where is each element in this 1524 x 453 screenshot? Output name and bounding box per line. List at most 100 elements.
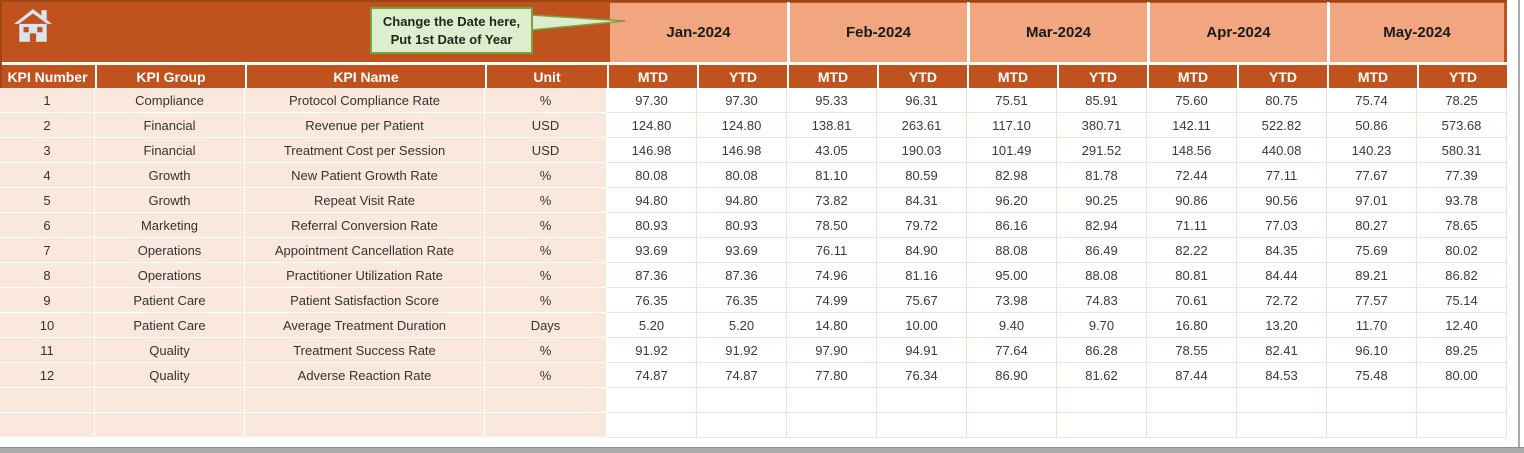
kpi-number-cell[interactable]: 1 (0, 88, 95, 113)
empty-cell[interactable] (1327, 413, 1417, 438)
month-header-mar[interactable]: Mar-2024 (967, 0, 1147, 62)
kpi-value-cell[interactable]: 80.02 (1417, 238, 1507, 263)
empty-cell[interactable] (787, 388, 877, 413)
kpi-value-cell[interactable]: 97.01 (1327, 188, 1417, 213)
kpi-number-cell[interactable]: 6 (0, 213, 95, 238)
kpi-value-cell[interactable]: 96.31 (877, 88, 967, 113)
kpi-value-cell[interactable]: 101.49 (967, 138, 1057, 163)
kpi-value-cell[interactable]: 96.10 (1327, 338, 1417, 363)
kpi-value-cell[interactable]: 10.00 (877, 313, 967, 338)
month-header-may[interactable]: May-2024 (1327, 0, 1507, 62)
kpi-value-cell[interactable]: 80.27 (1327, 213, 1417, 238)
kpi-value-cell[interactable]: 76.35 (607, 288, 697, 313)
kpi-value-cell[interactable]: 74.96 (787, 263, 877, 288)
kpi-value-cell[interactable]: 580.31 (1417, 138, 1507, 163)
kpi-value-cell[interactable]: 89.25 (1417, 338, 1507, 363)
kpi-value-cell[interactable]: 80.81 (1147, 263, 1237, 288)
kpi-group-cell[interactable]: Compliance (95, 88, 245, 113)
kpi-value-cell[interactable]: 50.86 (1327, 113, 1417, 138)
kpi-value-cell[interactable]: 146.98 (697, 138, 787, 163)
kpi-value-cell[interactable]: 16.80 (1147, 313, 1237, 338)
month-header-jan[interactable]: Jan-2024 (607, 0, 787, 62)
empty-cell[interactable] (0, 413, 95, 438)
kpi-value-cell[interactable]: 140.23 (1327, 138, 1417, 163)
kpi-value-cell[interactable]: 76.35 (697, 288, 787, 313)
kpi-value-cell[interactable]: 90.86 (1147, 188, 1237, 213)
empty-cell[interactable] (1417, 388, 1507, 413)
kpi-value-cell[interactable]: 82.98 (967, 163, 1057, 188)
kpi-value-cell[interactable]: 124.80 (607, 113, 697, 138)
kpi-value-cell[interactable]: 77.67 (1327, 163, 1417, 188)
kpi-value-cell[interactable]: 80.00 (1417, 363, 1507, 388)
kpi-number-cell[interactable]: 8 (0, 263, 95, 288)
home-button[interactable] (13, 8, 55, 48)
kpi-value-cell[interactable]: 81.62 (1057, 363, 1147, 388)
kpi-value-cell[interactable]: 74.87 (607, 363, 697, 388)
kpi-value-cell[interactable]: 84.53 (1237, 363, 1327, 388)
kpi-value-cell[interactable]: 86.28 (1057, 338, 1147, 363)
kpi-value-cell[interactable]: 80.08 (607, 163, 697, 188)
kpi-unit-cell[interactable]: % (485, 363, 607, 388)
kpi-name-cell[interactable]: Adverse Reaction Rate (245, 363, 485, 388)
kpi-unit-cell[interactable]: USD (485, 113, 607, 138)
kpi-name-cell[interactable]: Repeat Visit Rate (245, 188, 485, 213)
empty-cell[interactable] (1147, 388, 1237, 413)
kpi-unit-cell[interactable]: % (485, 213, 607, 238)
kpi-value-cell[interactable]: 84.35 (1237, 238, 1327, 263)
kpi-value-cell[interactable]: 90.25 (1057, 188, 1147, 213)
empty-cell[interactable] (1327, 388, 1417, 413)
kpi-value-cell[interactable]: 190.03 (877, 138, 967, 163)
empty-cell[interactable] (485, 388, 607, 413)
kpi-name-cell[interactable]: Average Treatment Duration (245, 313, 485, 338)
empty-cell[interactable] (967, 413, 1057, 438)
kpi-group-cell[interactable]: Marketing (95, 213, 245, 238)
kpi-value-cell[interactable]: 82.94 (1057, 213, 1147, 238)
kpi-value-cell[interactable]: 11.70 (1327, 313, 1417, 338)
kpi-value-cell[interactable]: 291.52 (1057, 138, 1147, 163)
kpi-value-cell[interactable]: 84.31 (877, 188, 967, 213)
kpi-value-cell[interactable]: 88.08 (967, 238, 1057, 263)
empty-cell[interactable] (1417, 413, 1507, 438)
kpi-value-cell[interactable]: 76.34 (877, 363, 967, 388)
kpi-value-cell[interactable]: 5.20 (697, 313, 787, 338)
kpi-value-cell[interactable]: 77.64 (967, 338, 1057, 363)
kpi-unit-cell[interactable]: % (485, 163, 607, 188)
kpi-number-cell[interactable]: 4 (0, 163, 95, 188)
kpi-value-cell[interactable]: 88.08 (1057, 263, 1147, 288)
kpi-value-cell[interactable]: 97.30 (607, 88, 697, 113)
empty-cell[interactable] (485, 413, 607, 438)
kpi-value-cell[interactable]: 75.51 (967, 88, 1057, 113)
kpi-value-cell[interactable]: 78.25 (1417, 88, 1507, 113)
kpi-value-cell[interactable]: 75.48 (1327, 363, 1417, 388)
kpi-value-cell[interactable]: 43.05 (787, 138, 877, 163)
kpi-value-cell[interactable]: 87.36 (697, 263, 787, 288)
empty-cell[interactable] (607, 388, 697, 413)
kpi-value-cell[interactable]: 14.80 (787, 313, 877, 338)
kpi-value-cell[interactable]: 74.83 (1057, 288, 1147, 313)
kpi-unit-cell[interactable]: % (485, 188, 607, 213)
kpi-name-cell[interactable]: Referral Conversion Rate (245, 213, 485, 238)
kpi-value-cell[interactable]: 80.59 (877, 163, 967, 188)
kpi-value-cell[interactable]: 78.50 (787, 213, 877, 238)
kpi-group-cell[interactable]: Quality (95, 338, 245, 363)
kpi-value-cell[interactable]: 72.44 (1147, 163, 1237, 188)
kpi-value-cell[interactable]: 73.82 (787, 188, 877, 213)
kpi-value-cell[interactable]: 78.55 (1147, 338, 1237, 363)
kpi-value-cell[interactable]: 87.44 (1147, 363, 1237, 388)
kpi-value-cell[interactable]: 5.20 (607, 313, 697, 338)
empty-cell[interactable] (1237, 388, 1327, 413)
kpi-value-cell[interactable]: 78.65 (1417, 213, 1507, 238)
kpi-value-cell[interactable]: 117.10 (967, 113, 1057, 138)
kpi-value-cell[interactable]: 75.74 (1327, 88, 1417, 113)
kpi-value-cell[interactable]: 77.80 (787, 363, 877, 388)
kpi-number-cell[interactable]: 3 (0, 138, 95, 163)
empty-cell[interactable] (95, 388, 245, 413)
kpi-value-cell[interactable]: 90.56 (1237, 188, 1327, 213)
kpi-value-cell[interactable]: 75.60 (1147, 88, 1237, 113)
kpi-value-cell[interactable]: 89.21 (1327, 263, 1417, 288)
kpi-name-cell[interactable]: Treatment Success Rate (245, 338, 485, 363)
empty-cell[interactable] (787, 413, 877, 438)
kpi-name-cell[interactable]: Treatment Cost per Session (245, 138, 485, 163)
kpi-value-cell[interactable]: 74.99 (787, 288, 877, 313)
kpi-number-cell[interactable]: 10 (0, 313, 95, 338)
